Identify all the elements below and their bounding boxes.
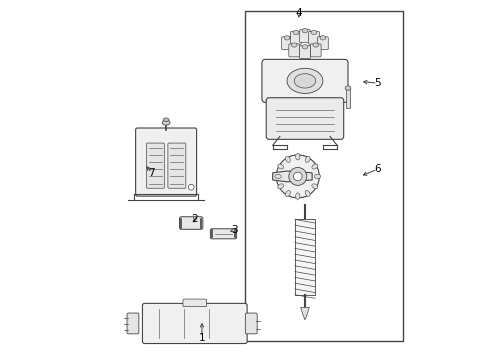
FancyBboxPatch shape	[210, 229, 237, 239]
Ellipse shape	[284, 36, 290, 40]
Ellipse shape	[345, 86, 351, 90]
Ellipse shape	[286, 156, 291, 162]
Ellipse shape	[302, 45, 308, 49]
Ellipse shape	[278, 184, 284, 189]
Text: 1: 1	[198, 333, 205, 343]
Text: 6: 6	[374, 164, 381, 174]
Ellipse shape	[295, 193, 300, 199]
FancyBboxPatch shape	[310, 44, 321, 57]
Text: 3: 3	[231, 225, 238, 235]
Bar	[346, 88, 350, 108]
FancyBboxPatch shape	[282, 37, 293, 50]
Ellipse shape	[312, 184, 318, 189]
FancyBboxPatch shape	[147, 143, 164, 188]
Text: 5: 5	[374, 78, 381, 88]
Text: 2: 2	[192, 215, 198, 224]
Circle shape	[276, 155, 319, 198]
Ellipse shape	[287, 68, 323, 94]
FancyBboxPatch shape	[266, 98, 343, 139]
FancyBboxPatch shape	[127, 313, 139, 334]
FancyBboxPatch shape	[318, 37, 328, 50]
Ellipse shape	[305, 190, 310, 197]
Ellipse shape	[278, 164, 284, 169]
FancyBboxPatch shape	[289, 44, 299, 57]
FancyBboxPatch shape	[183, 299, 207, 307]
FancyBboxPatch shape	[309, 31, 319, 44]
Polygon shape	[272, 171, 312, 182]
Ellipse shape	[313, 43, 318, 47]
FancyBboxPatch shape	[291, 31, 301, 44]
FancyBboxPatch shape	[168, 143, 186, 188]
FancyBboxPatch shape	[299, 46, 310, 59]
FancyBboxPatch shape	[136, 128, 196, 196]
FancyBboxPatch shape	[143, 303, 247, 343]
Ellipse shape	[275, 174, 281, 179]
Text: 4: 4	[295, 8, 302, 18]
FancyBboxPatch shape	[245, 313, 257, 334]
Ellipse shape	[292, 43, 297, 47]
Ellipse shape	[163, 118, 169, 122]
Ellipse shape	[295, 153, 300, 160]
Ellipse shape	[314, 174, 321, 179]
Ellipse shape	[320, 36, 326, 40]
Ellipse shape	[294, 74, 316, 88]
Ellipse shape	[162, 120, 170, 125]
Ellipse shape	[302, 28, 308, 33]
FancyBboxPatch shape	[262, 59, 348, 102]
Ellipse shape	[305, 156, 310, 162]
Circle shape	[294, 172, 302, 181]
Bar	[295, 220, 315, 295]
Ellipse shape	[286, 190, 291, 197]
Text: 7: 7	[148, 168, 155, 178]
FancyBboxPatch shape	[299, 30, 310, 42]
Ellipse shape	[311, 30, 317, 35]
Bar	[245, 12, 403, 341]
Ellipse shape	[293, 30, 299, 35]
FancyBboxPatch shape	[179, 217, 203, 229]
Circle shape	[188, 184, 194, 190]
Polygon shape	[301, 307, 309, 320]
Ellipse shape	[312, 164, 318, 169]
Circle shape	[289, 167, 307, 185]
